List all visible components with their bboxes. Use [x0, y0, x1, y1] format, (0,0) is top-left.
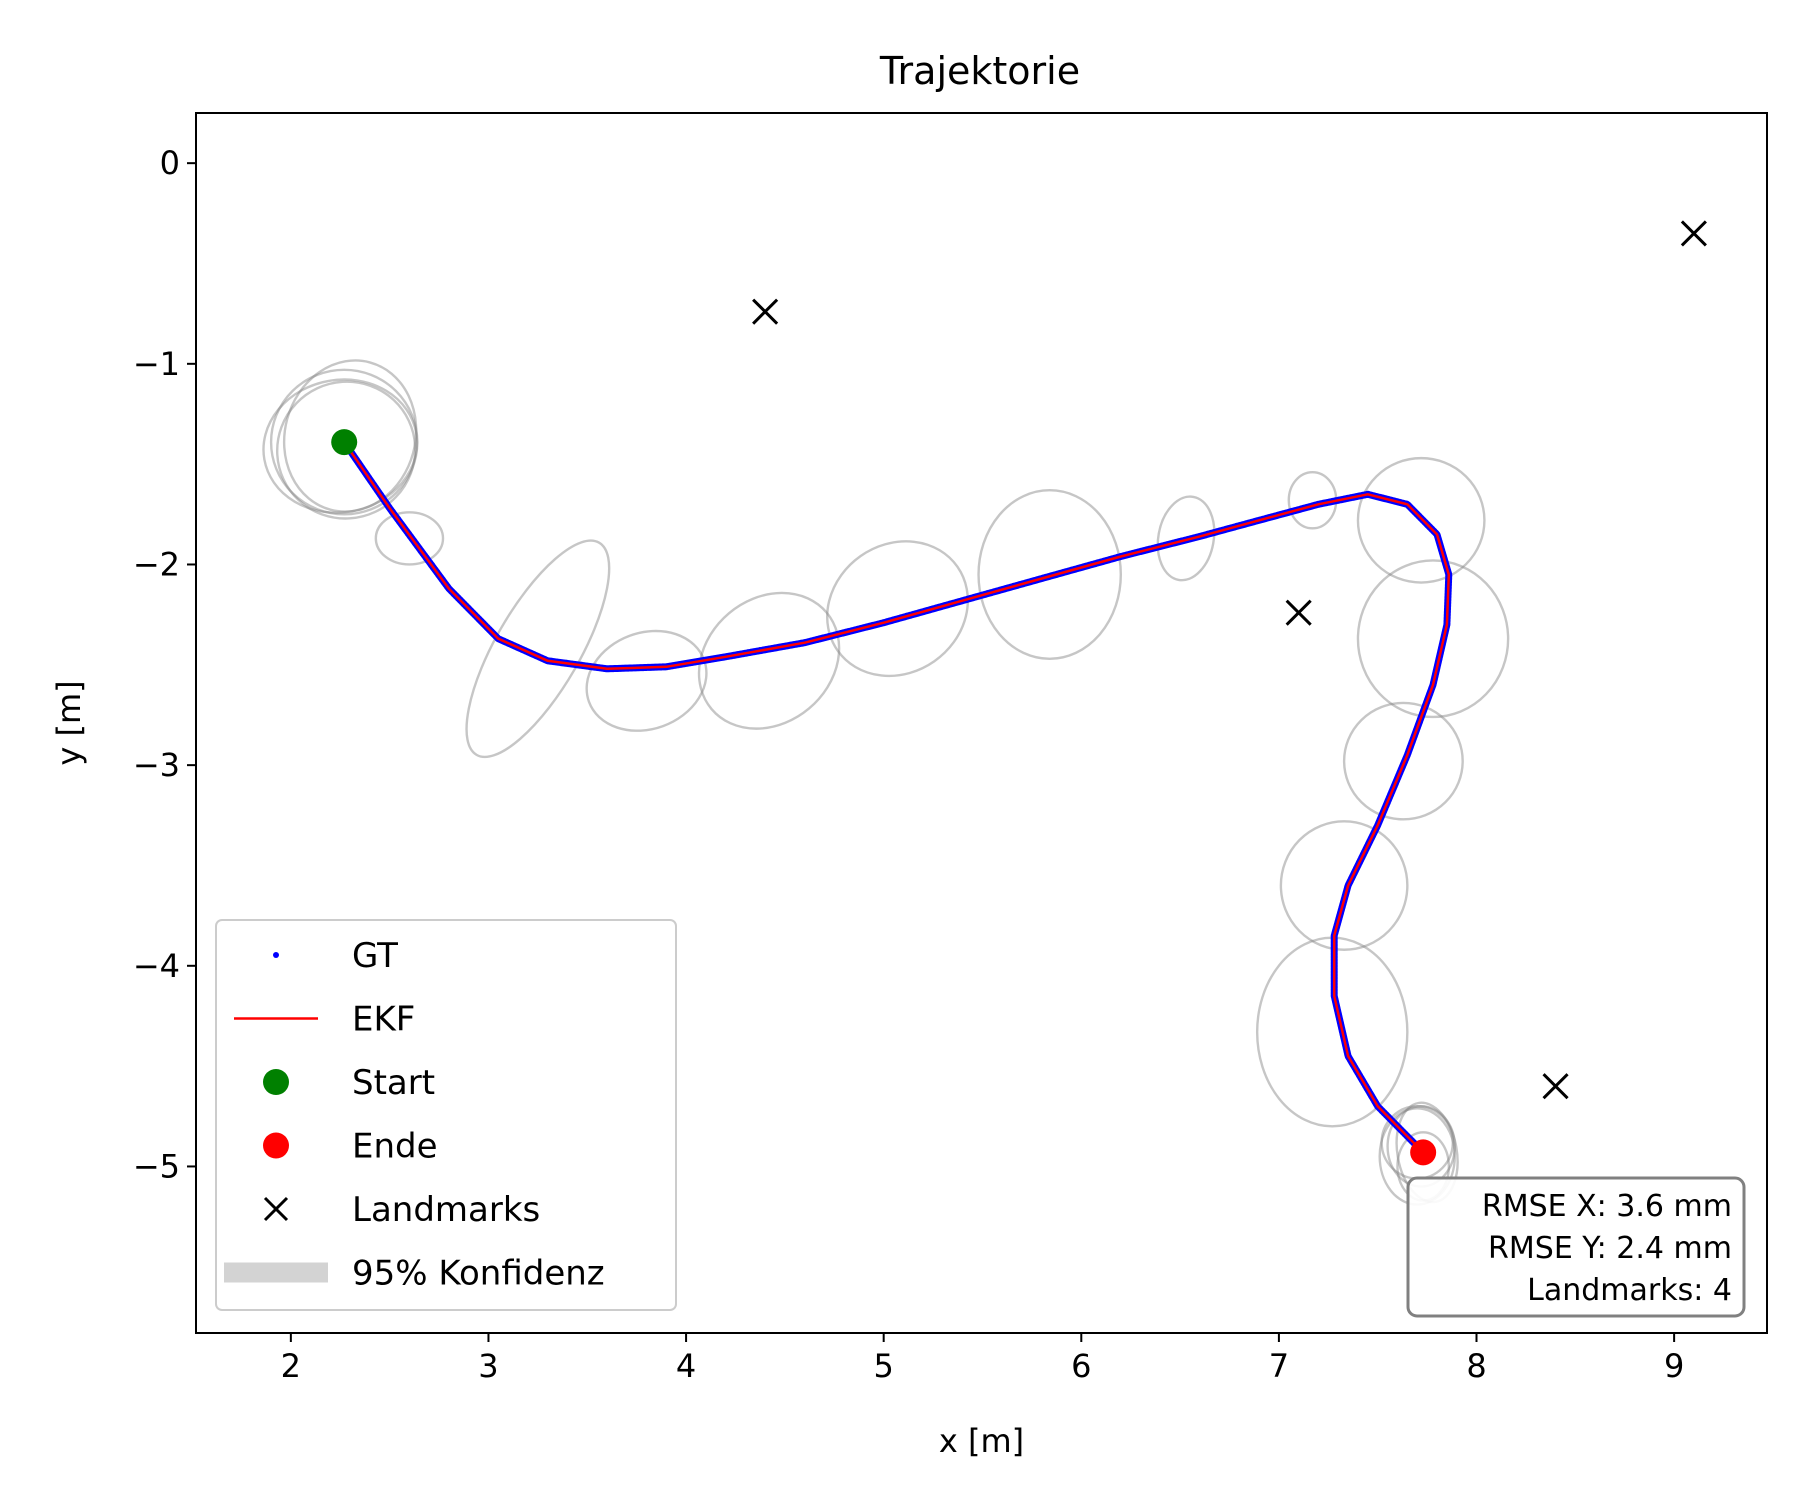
x-tick-label: 9 [1664, 1347, 1684, 1385]
legend-label: Ende [352, 1127, 438, 1167]
legend-handle-gt [273, 952, 279, 958]
y-tick-label: −3 [133, 746, 180, 784]
x-tick-label: 4 [676, 1347, 696, 1385]
plot-frame [195, 112, 1768, 1334]
legend-label: Landmarks [352, 1190, 540, 1230]
legend-handle-confidence [224, 1262, 328, 1283]
confidence-ellipse [374, 511, 445, 566]
confidence-ellipse [1356, 559, 1510, 719]
legend-label: EKF [352, 1000, 415, 1040]
confidence-ellipse [1156, 495, 1216, 582]
confidence-ellipse [282, 359, 418, 513]
y-tick-label: −5 [133, 1147, 180, 1185]
confidence-ellipse [826, 540, 970, 678]
confidence-ellipse [1342, 701, 1464, 821]
ekf-trajectory [343, 441, 1451, 1154]
legend-handle-landmark [263, 1196, 289, 1222]
x-tick-label: 2 [281, 1347, 301, 1385]
stats-line: RMSE Y: 2.4 mm [1488, 1231, 1732, 1266]
confidence-ellipse [1279, 820, 1409, 951]
y-tick-label: −2 [133, 545, 180, 583]
y-axis-label: y [m] [50, 680, 88, 765]
plot-area [262, 220, 1707, 1206]
stats-box-frame [1406, 1176, 1746, 1318]
y-tick-label: −1 [133, 345, 180, 383]
legend-handle-point [263, 1069, 289, 1095]
legend: GT EKF Start Ende Landmarks 95% Konfidenz [215, 919, 677, 1311]
landmark-marker [752, 298, 779, 325]
landmark-marker [1542, 1073, 1569, 1100]
landmark-marker [1285, 599, 1312, 626]
y-tick-label: 0 [160, 144, 180, 182]
y-tick-label: −4 [133, 947, 180, 985]
confidence-ellipse [977, 489, 1123, 660]
x-tick-label: 3 [478, 1347, 498, 1385]
legend-label: GT [352, 936, 398, 976]
legend-handle-point [263, 1132, 289, 1159]
confidence-ellipse [697, 591, 841, 730]
stats-line: RMSE X: 3.6 mm [1482, 1189, 1732, 1224]
stats-line: Landmarks: 4 [1527, 1273, 1732, 1308]
legend-label: Start [352, 1063, 435, 1103]
end-marker [1410, 1139, 1437, 1166]
confidence-ellipse [269, 368, 419, 516]
landmark-marker [1680, 220, 1707, 247]
confidence-ellipse [465, 539, 611, 759]
stats-box: RMSE X: 3.6 mm RMSE Y: 2.4 mm Landmarks: 4 [1406, 1176, 1746, 1318]
x-axis-label: x [m] [939, 1422, 1024, 1460]
x-tick-label: 7 [1269, 1347, 1289, 1385]
confidence-ellipse [262, 378, 419, 514]
axis-ticks: 2 3 4 5 6 7 8 9 0 −1 −2 −3 −4 −5 [133, 144, 1684, 1385]
confidence-ellipse [1356, 456, 1486, 584]
legend-box [215, 919, 677, 1311]
x-tick-label: 8 [1466, 1347, 1486, 1385]
x-tick-label: 6 [1071, 1347, 1091, 1385]
chart-title: Trajektorie [879, 49, 1080, 93]
x-tick-label: 5 [874, 1347, 894, 1385]
start-marker [331, 429, 358, 456]
confidence-ellipse [275, 380, 417, 520]
legend-label: 95% Konfidenz [352, 1254, 605, 1294]
